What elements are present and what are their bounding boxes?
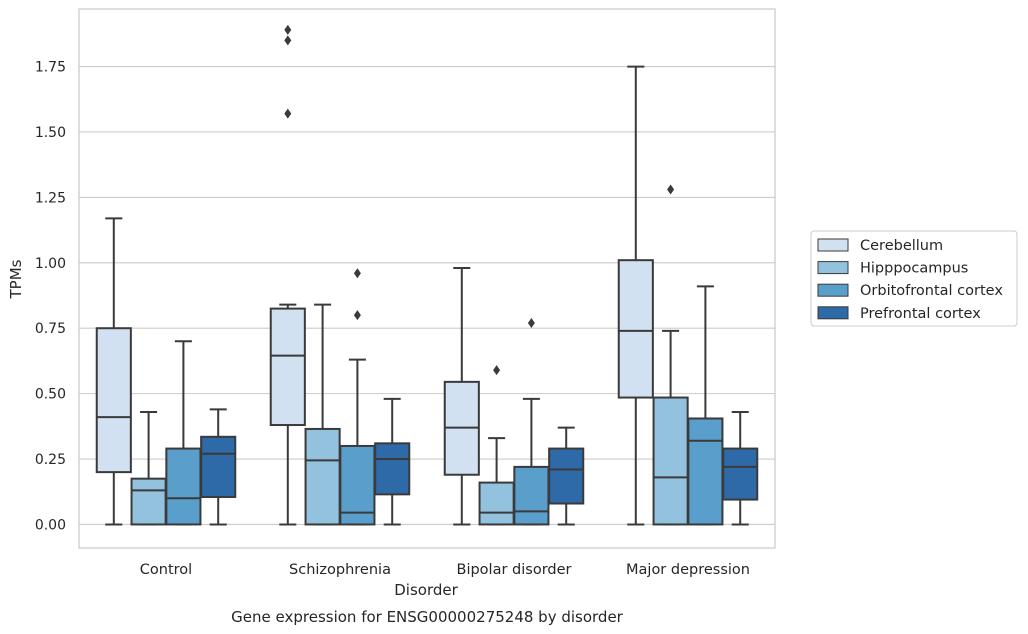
box-0-1	[130, 410, 167, 526]
box-0-3	[200, 408, 237, 526]
axes: 0.00 0.25 0.50 0.75 1.00 1.25 1.50 1.75 Control S…	[35, 8, 776, 578]
x-tick-label: Control	[140, 562, 192, 578]
legend-swatch	[817, 306, 849, 320]
box-iqr	[304, 427, 341, 526]
y-tick-label: 1.75	[35, 60, 66, 76]
x-tick-label: Bipolar disorder	[457, 562, 572, 578]
outlier-point	[284, 24, 292, 35]
box-iqr	[165, 447, 202, 526]
box-plots	[95, 24, 759, 526]
box-3-1	[652, 184, 689, 526]
outlier-point	[353, 268, 361, 279]
outlier-point	[284, 108, 292, 119]
plot-frame	[78, 8, 776, 549]
legend: Cerebellum Hipppocampus Orbitofrontal cort…	[810, 230, 1018, 327]
box-iqr	[617, 259, 654, 399]
outlier-point	[353, 310, 361, 321]
box-2-0	[443, 267, 480, 526]
legend-label: Orbitofrontal cortex	[860, 283, 1003, 299]
x-tick-label: Schizophrenia	[289, 562, 391, 578]
y-tick-label: 1.25	[35, 190, 66, 206]
box-1-2	[339, 268, 376, 526]
box-3-2	[687, 285, 724, 526]
box-iqr	[513, 465, 550, 526]
legend-swatch	[817, 283, 849, 297]
box-3-3	[722, 410, 759, 526]
outlier-point	[667, 184, 675, 195]
y-tick-label: 0.50	[35, 387, 66, 403]
box-iqr	[687, 417, 724, 526]
y-tick-label: 1.00	[35, 256, 66, 272]
y-axis-label: TPMs	[7, 259, 25, 299]
outlier-point	[527, 317, 535, 328]
chart-caption: Gene expression for ENSG00000275248 by d…	[231, 608, 624, 626]
legend-label: Prefrontal cortex	[860, 306, 981, 322]
legend-swatch	[817, 238, 849, 252]
box-0-0	[95, 217, 132, 526]
box-0-2	[165, 340, 202, 526]
box-2-2	[513, 317, 550, 526]
outlier-point	[493, 365, 501, 376]
box-iqr	[95, 327, 132, 474]
x-tick-label: Major depression	[626, 562, 750, 578]
box-iqr	[548, 447, 585, 505]
box-1-3	[374, 397, 411, 526]
box-iqr	[269, 307, 306, 427]
box-1-1	[304, 303, 341, 526]
legend-frame	[810, 230, 1018, 327]
box-2-3	[548, 426, 585, 526]
box-iqr	[200, 435, 237, 498]
y-tick-label: 1.50	[35, 125, 66, 141]
box-iqr	[722, 447, 759, 501]
x-axis-label: Disorder	[394, 581, 458, 599]
y-tick-label: 0.00	[35, 517, 66, 533]
box-iqr	[339, 444, 376, 526]
legend-swatch	[817, 261, 849, 275]
box-iqr	[130, 477, 167, 526]
legend-label: Hipppocampus	[860, 261, 968, 277]
box-2-1	[478, 365, 515, 526]
y-tick-label: 0.75	[35, 321, 66, 337]
legend-label: Cerebellum	[860, 238, 943, 254]
outlier-point	[284, 35, 292, 46]
box-3-0	[617, 65, 654, 526]
box-iqr	[374, 442, 411, 496]
y-tick-label: 0.25	[35, 452, 66, 468]
box-iqr	[652, 396, 689, 526]
box-iqr	[478, 481, 515, 526]
box-1-0	[269, 24, 306, 526]
